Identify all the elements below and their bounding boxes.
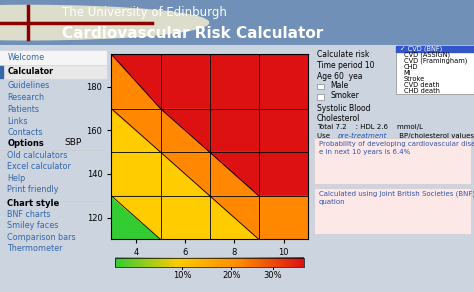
Text: MI: MI	[404, 70, 411, 76]
Bar	[395, 46, 474, 52]
Text: Calculator: Calculator	[8, 67, 54, 77]
Text: Cardiovascular Risk Calculator: Cardiovascular Risk Calculator	[62, 25, 323, 41]
Polygon shape	[210, 152, 259, 196]
Polygon shape	[210, 196, 259, 239]
Text: Comparison bars: Comparison bars	[8, 233, 76, 242]
Text: pre-treatment: pre-treatment	[337, 133, 386, 139]
Text: Calculated using Joint British Societies (BNF) e
quation: Calculated using Joint British Societies…	[319, 191, 474, 205]
Text: Excel calculator: Excel calculator	[8, 162, 72, 171]
Text: Links: Links	[8, 117, 28, 126]
Bar	[314, 138, 471, 184]
Bar	[317, 84, 324, 89]
Text: Smiley faces: Smiley faces	[8, 221, 59, 230]
Text: Guidelines: Guidelines	[8, 81, 50, 91]
Text: Patients: Patients	[8, 105, 39, 114]
Text: Time period 10: Time period 10	[317, 61, 374, 70]
Text: Probability of developing cardiovascular diseas
e in next 10 years is 6.4%: Probability of developing cardiovascular…	[319, 141, 474, 155]
Text: Stroke: Stroke	[404, 76, 425, 82]
Text: Systolic Blood: Systolic Blood	[317, 105, 371, 114]
Text: 10%: 10%	[173, 271, 191, 280]
X-axis label: TC:HDL: TC:HDL	[193, 260, 226, 269]
Bar	[0, 66, 3, 78]
Text: Research: Research	[8, 93, 45, 102]
Text: CHD: CHD	[404, 64, 418, 70]
Circle shape	[0, 6, 209, 40]
Polygon shape	[111, 109, 161, 152]
Text: Chart style: Chart style	[8, 199, 60, 208]
Text: BP/cholesterol values: BP/cholesterol values	[397, 133, 474, 139]
Text: Thermometer: Thermometer	[8, 244, 63, 253]
Text: CHD death: CHD death	[404, 88, 440, 94]
Text: CVD death: CVD death	[404, 82, 439, 88]
Polygon shape	[111, 54, 161, 109]
Polygon shape	[111, 196, 161, 239]
Text: Contacts: Contacts	[8, 128, 43, 137]
Polygon shape	[161, 109, 210, 152]
Text: 30%: 30%	[264, 271, 282, 280]
Text: CVD (Framingham): CVD (Framingham)	[404, 58, 467, 64]
Text: Calculate risk: Calculate risk	[317, 50, 369, 59]
Text: The University of Edinburgh: The University of Edinburgh	[62, 6, 227, 19]
Text: Age 60  yea: Age 60 yea	[317, 72, 363, 81]
Bar	[395, 46, 474, 94]
Text: Print friendly: Print friendly	[8, 185, 59, 194]
Text: Male: Male	[330, 81, 348, 90]
Text: Use: Use	[317, 133, 332, 139]
Text: Help: Help	[8, 173, 26, 182]
Bar	[317, 94, 324, 100]
Text: Options: Options	[8, 140, 44, 148]
Text: ✓ CVD (BNF): ✓ CVD (BNF)	[401, 46, 443, 53]
Text: Total 7.2    : HDL 2.6    mmol/L: Total 7.2 : HDL 2.6 mmol/L	[317, 124, 423, 130]
Bar	[314, 188, 471, 234]
Text: Welcome: Welcome	[8, 53, 45, 62]
Bar	[0, 66, 107, 78]
Bar	[0, 51, 107, 64]
Polygon shape	[161, 152, 210, 196]
Text: BNF charts: BNF charts	[8, 210, 51, 219]
Text: 20%: 20%	[222, 271, 241, 280]
Y-axis label: SBP: SBP	[64, 138, 81, 147]
Text: Cholesterol: Cholesterol	[317, 114, 360, 123]
Text: Old calculators: Old calculators	[8, 151, 68, 159]
Text: CVD (ASSIGN): CVD (ASSIGN)	[404, 52, 450, 58]
Text: Smoker: Smoker	[330, 91, 359, 100]
Bar	[115, 258, 304, 267]
